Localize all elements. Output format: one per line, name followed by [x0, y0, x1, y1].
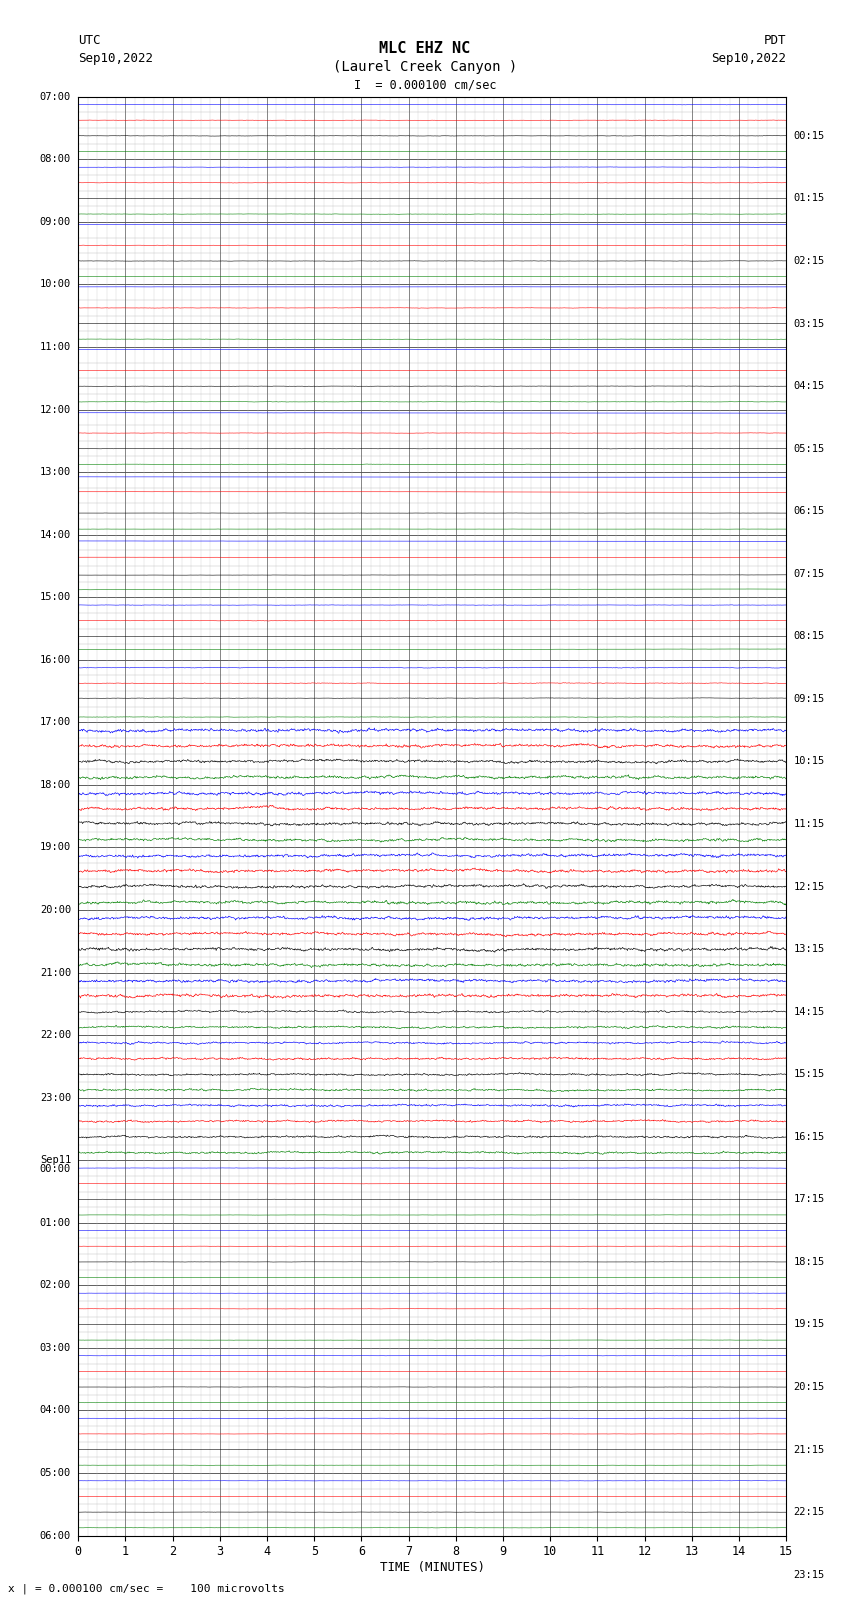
Text: 16:00: 16:00 — [40, 655, 71, 665]
Text: (Laurel Creek Canyon ): (Laurel Creek Canyon ) — [333, 60, 517, 74]
Text: 10:00: 10:00 — [40, 279, 71, 289]
Text: 10:15: 10:15 — [793, 756, 824, 766]
Text: 12:00: 12:00 — [40, 405, 71, 415]
Text: 14:00: 14:00 — [40, 529, 71, 540]
Text: 13:15: 13:15 — [793, 944, 824, 955]
Text: 02:00: 02:00 — [40, 1281, 71, 1290]
Text: 16:15: 16:15 — [793, 1132, 824, 1142]
Text: 07:15: 07:15 — [793, 569, 824, 579]
Text: UTC: UTC — [78, 34, 100, 47]
Text: 19:15: 19:15 — [793, 1319, 824, 1329]
Text: 01:15: 01:15 — [793, 194, 824, 203]
Text: 05:15: 05:15 — [793, 444, 824, 453]
Text: 08:15: 08:15 — [793, 631, 824, 642]
Text: 02:15: 02:15 — [793, 256, 824, 266]
Text: Sep10,2022: Sep10,2022 — [78, 52, 153, 65]
Text: 15:00: 15:00 — [40, 592, 71, 602]
Text: 00:00: 00:00 — [40, 1165, 71, 1174]
Text: 14:15: 14:15 — [793, 1007, 824, 1016]
Text: 09:00: 09:00 — [40, 216, 71, 227]
Text: 04:15: 04:15 — [793, 381, 824, 390]
Text: PDT: PDT — [764, 34, 786, 47]
Text: 21:00: 21:00 — [40, 968, 71, 977]
Text: 06:00: 06:00 — [40, 1531, 71, 1540]
Text: 08:00: 08:00 — [40, 155, 71, 165]
Text: 21:15: 21:15 — [793, 1445, 824, 1455]
Text: 12:15: 12:15 — [793, 882, 824, 892]
Text: 20:00: 20:00 — [40, 905, 71, 915]
Text: 11:15: 11:15 — [793, 819, 824, 829]
Text: 06:15: 06:15 — [793, 506, 824, 516]
Text: x | = 0.000100 cm/sec =    100 microvolts: x | = 0.000100 cm/sec = 100 microvolts — [8, 1582, 286, 1594]
Text: 18:15: 18:15 — [793, 1257, 824, 1266]
Text: 11:00: 11:00 — [40, 342, 71, 352]
X-axis label: TIME (MINUTES): TIME (MINUTES) — [380, 1561, 484, 1574]
Text: 19:00: 19:00 — [40, 842, 71, 852]
Text: 01:00: 01:00 — [40, 1218, 71, 1227]
Text: 00:15: 00:15 — [793, 131, 824, 140]
Text: I  = 0.000100 cm/sec: I = 0.000100 cm/sec — [354, 79, 496, 92]
Text: Sep10,2022: Sep10,2022 — [711, 52, 786, 65]
Text: 13:00: 13:00 — [40, 468, 71, 477]
Text: 09:15: 09:15 — [793, 694, 824, 703]
Text: 07:00: 07:00 — [40, 92, 71, 102]
Text: 20:15: 20:15 — [793, 1382, 824, 1392]
Text: 15:15: 15:15 — [793, 1069, 824, 1079]
Text: 17:15: 17:15 — [793, 1194, 824, 1205]
Text: 22:00: 22:00 — [40, 1031, 71, 1040]
Text: 18:00: 18:00 — [40, 781, 71, 790]
Text: Sep11: Sep11 — [40, 1155, 71, 1165]
Text: 04:00: 04:00 — [40, 1405, 71, 1416]
Text: 05:00: 05:00 — [40, 1468, 71, 1478]
Text: 23:00: 23:00 — [40, 1092, 71, 1103]
Text: 22:15: 22:15 — [793, 1507, 824, 1518]
Text: MLC EHZ NC: MLC EHZ NC — [379, 42, 471, 56]
Text: 03:00: 03:00 — [40, 1344, 71, 1353]
Text: 03:15: 03:15 — [793, 318, 824, 329]
Text: 23:15: 23:15 — [793, 1569, 824, 1579]
Text: 17:00: 17:00 — [40, 718, 71, 727]
